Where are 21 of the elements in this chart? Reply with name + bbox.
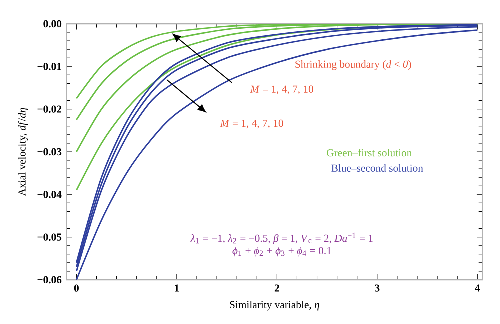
y-axis-title: Axial velocity, df/dη — [18, 108, 28, 196]
y-tick-label: −0.03 — [38, 148, 62, 156]
x-axis-title: Similarity variable, η — [230, 301, 320, 311]
annotation: M = 1, 4, 7, 10 — [250, 86, 314, 94]
y-tick-label: −0.02 — [38, 106, 62, 113]
annotation: Shrinking boundary (d < 0) — [296, 60, 412, 70]
x-tick-label: 3 — [375, 284, 380, 292]
y-tick-label: −0.01 — [38, 63, 62, 70]
annotation: Green–first solution — [327, 149, 412, 157]
y-tick-label: −0.06 — [38, 276, 62, 284]
y-tick-label: −0.04 — [38, 191, 62, 198]
y-tick-label: 0.00 — [44, 20, 62, 28]
x-tick-label: 1 — [175, 284, 180, 292]
annotation: M = 1, 4, 7, 10 — [220, 120, 284, 129]
text: ϕ$_{1}$ + ϕ$_{2}$ + ϕ$_{3}$ + ϕ$_{4}$ = 0.1 — [232, 246, 332, 257]
annotation: Blue–second solution — [332, 164, 424, 172]
x-tick-label: 2 — [274, 284, 280, 292]
text: λ$_{1}$ = −1, λ$_{2}$ = −0.5, β = 1, V$_{c}$ = 2, Da$^{−1}$ = 1 — [190, 232, 373, 244]
y-tick-label: −0.05 — [38, 234, 62, 241]
x-tick-label: 4 — [475, 284, 480, 292]
x-tick-label: 0 — [74, 284, 79, 292]
